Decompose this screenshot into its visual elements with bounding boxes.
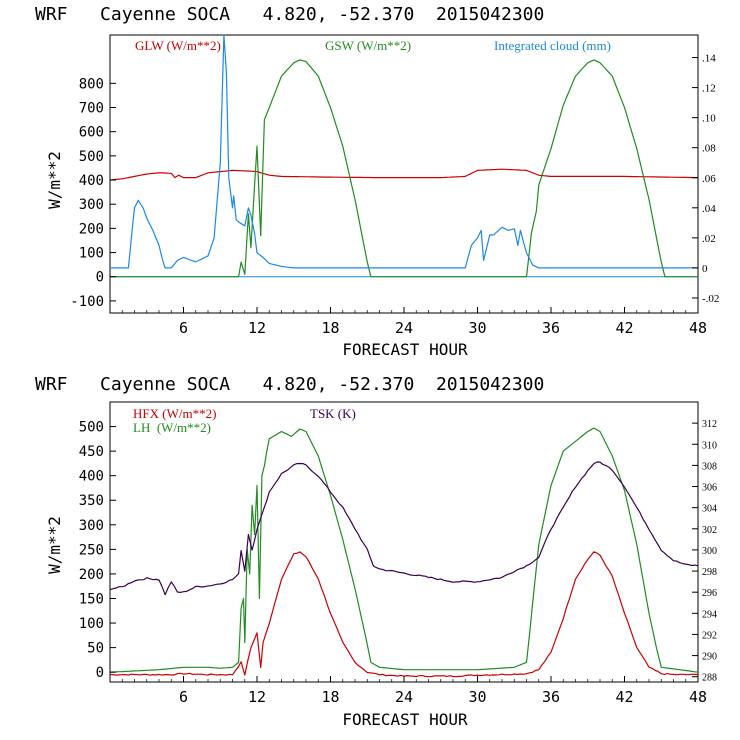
bottom-y-tick-label: 100: [79, 616, 104, 632]
bottom-x-tick-label: 24: [395, 688, 413, 706]
top-x-tick-label: 30: [468, 319, 486, 337]
bottom-chart: WRF Cayenne SOCA 4.820, -52.370 20150423…: [35, 374, 717, 729]
bottom-y-axis-label: W/m**2: [45, 516, 64, 574]
top-x-tick-label: 36: [542, 319, 560, 337]
bottom-y2-tick-label: 308: [702, 461, 717, 472]
bottom-x-axis-label: FORECAST HOUR: [342, 710, 468, 729]
legend-tsk: TSK (K): [310, 406, 356, 421]
top-x-tick-label: 6: [179, 319, 188, 337]
top-y-tick-label: 500: [79, 149, 104, 165]
top-y2-tick-label: .14: [702, 53, 716, 65]
top-y2-tick-label: -.02: [702, 293, 719, 305]
top-y-tick-label: 300: [79, 197, 104, 213]
top-y2-tick-label: 0: [702, 263, 708, 275]
bottom-x-tick-label: 6: [179, 688, 188, 706]
top-series-glw-line: [109, 168, 698, 181]
top-y-tick-label: 0: [96, 270, 104, 286]
top-chart: WRF Cayenne SOCA 4.820, -52.370 20150423…: [35, 4, 719, 359]
top-x-tick-label: 18: [321, 319, 339, 337]
top-y2-tick-label: .02: [702, 233, 716, 245]
bottom-y-tick-label: 400: [79, 469, 104, 485]
top-y-tick-label: -100: [70, 294, 104, 310]
bottom-y-tick-label: 300: [79, 518, 104, 534]
top-series-integrated-line: [110, 34, 698, 269]
bottom-y2-tick-label: 302: [702, 525, 717, 536]
bottom-y2-tick-label: 294: [702, 609, 717, 620]
bottom-x-tick-label: 18: [321, 688, 339, 706]
bottom-x-tick-label: 12: [248, 688, 266, 706]
bottom-y2-tick-label: 306: [702, 483, 717, 494]
bottom-y-tick-label: 0: [96, 665, 104, 681]
bottom-series-tsk-line: [109, 461, 699, 596]
bottom-series-hfx-line: [110, 551, 699, 678]
top-y2-tick-label: .10: [702, 113, 716, 125]
bottom-y-tick-label: 150: [79, 591, 104, 607]
top-y-axis-label: W/m**2: [45, 151, 64, 209]
bottom-plot-frame: [109, 401, 699, 683]
top-x-tick-label: 48: [689, 319, 707, 337]
bottom-y-tick-label: 450: [79, 444, 104, 460]
bottom-y-tick-label: 50: [87, 641, 104, 657]
bottom-y2-tick-label: 312: [702, 419, 717, 430]
bottom-y2-tick-label: 304: [702, 504, 717, 515]
bottom-y2-tick-label: 292: [702, 630, 717, 641]
bottom-x-tick-label: 30: [468, 688, 486, 706]
bottom-chart-title: WRF Cayenne SOCA 4.820, -52.370 20150423…: [35, 374, 544, 395]
legend-lh: LH (W/m**2): [133, 420, 211, 435]
bottom-y-tick-label: 350: [79, 493, 104, 509]
bottom-x-tick-label: 36: [542, 688, 560, 706]
legend-integrated-cloud: Integrated cloud (mm): [494, 38, 611, 53]
top-y2-tick-label: .06: [702, 173, 716, 185]
bottom-y2-tick-label: 296: [702, 588, 717, 599]
top-x-tick-label: 24: [395, 319, 413, 337]
top-x-axis-label: FORECAST HOUR: [342, 340, 468, 359]
bottom-y2-tick-label: 310: [702, 440, 717, 451]
bottom-y-tick-label: 250: [79, 542, 104, 558]
legend-gsw: GSW (W/m**2): [325, 38, 411, 53]
bottom-y2-tick-label: 298: [702, 567, 717, 578]
bottom-y2-tick-label: 290: [702, 652, 717, 663]
top-y2-tick-label: .08: [702, 143, 716, 155]
top-y-tick-label: 700: [79, 101, 104, 117]
top-y2-tick-label: .12: [702, 83, 716, 95]
top-series-gsw-line: [110, 59, 698, 278]
legend-glw: GLW (W/m**2): [135, 38, 221, 53]
top-y2-tick-label: .04: [702, 203, 716, 215]
bottom-y2-tick-label: 300: [702, 546, 717, 557]
top-x-tick-label: 12: [248, 319, 266, 337]
bottom-x-tick-label: 42: [615, 688, 633, 706]
top-y-tick-label: 600: [79, 125, 104, 141]
top-x-tick-label: 42: [615, 319, 633, 337]
bottom-x-tick-label: 48: [689, 688, 707, 706]
bottom-y2-tick-label: 288: [702, 673, 717, 684]
bottom-series-lh-line: [109, 427, 699, 673]
bottom-y-tick-label: 200: [79, 567, 104, 583]
top-y-tick-label: 400: [79, 173, 104, 189]
legend-hfx: HFX (W/m**2): [133, 406, 216, 421]
top-y-tick-label: 100: [79, 246, 104, 262]
top-y-tick-label: 200: [79, 221, 104, 237]
bottom-y-tick-label: 500: [79, 420, 104, 436]
top-chart-title: WRF Cayenne SOCA 4.820, -52.370 20150423…: [35, 4, 544, 25]
top-y-tick-label: 800: [79, 76, 104, 92]
top-plot-frame: [109, 34, 699, 314]
